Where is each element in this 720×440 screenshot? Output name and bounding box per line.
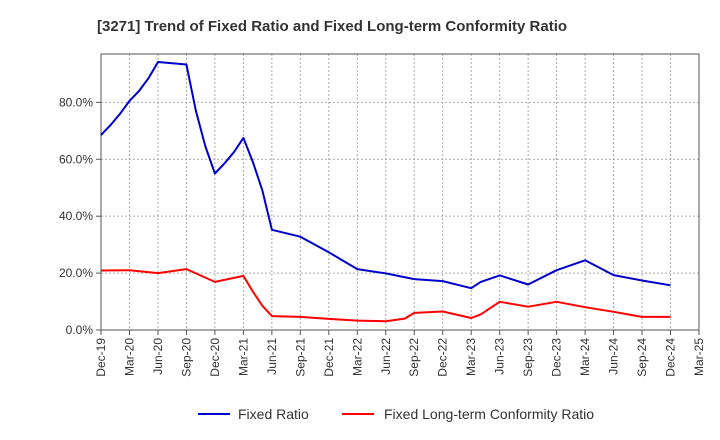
x-tick-label: Dec-23 [550,338,564,377]
x-tick-label: Jun-23 [493,338,507,375]
x-tick-label: Dec-19 [94,338,108,377]
series-line-1 [100,268,671,323]
x-tick-label: Jun-20 [151,338,165,375]
legend: Fixed Ratio Fixed Long-term Conformity Ra… [198,406,594,422]
legend-label-0: Fixed Ratio [238,406,309,422]
x-tick-label: Sep-23 [521,338,535,377]
x-tick-label: Dec-20 [208,338,222,377]
series-line-0 [100,61,671,290]
chart-title: [3271] Trend of Fixed Ratio and Fixed Lo… [97,18,567,35]
legend-label-1: Fixed Long-term Conformity Ratio [384,406,594,422]
series-layer [100,61,671,323]
x-tick-label: Jun-24 [607,338,621,375]
x-tick-label: Sep-21 [293,338,307,377]
x-tick-label: Dec-24 [664,338,678,377]
y-tick-label: 0.0% [66,323,94,337]
x-tick-label: Mar-25 [692,338,706,376]
x-tick-label: Jun-22 [379,338,393,375]
x-tick-label: Mar-23 [464,338,478,376]
x-tick-label: Mar-21 [236,338,250,376]
y-axis: 0.0% 20.0% 40.0% 60.0% 80.0% [59,95,101,337]
x-tick-label: Dec-22 [436,338,450,377]
y-tick-label: 20.0% [59,266,93,280]
y-tick-label: 80.0% [59,95,93,109]
x-axis: Dec-19 Mar-20 Jun-20 Sep-20 Dec-20 Mar-21 Jun-… [94,330,706,377]
plot-area-frame [100,53,700,331]
x-tick-label: Mar-24 [578,338,592,376]
grid [101,54,699,330]
y-tick-label: 40.0% [59,209,93,223]
x-tick-label: Dec-21 [322,338,336,377]
x-tick-label: Jun-21 [265,338,279,375]
y-tick-label: 60.0% [59,152,93,166]
x-tick-label: Sep-24 [635,338,649,377]
x-tick-label: Sep-20 [179,338,193,377]
x-tick-label: Mar-22 [350,338,364,376]
x-tick-label: Mar-20 [122,338,136,376]
x-tick-label: Sep-22 [407,338,421,377]
